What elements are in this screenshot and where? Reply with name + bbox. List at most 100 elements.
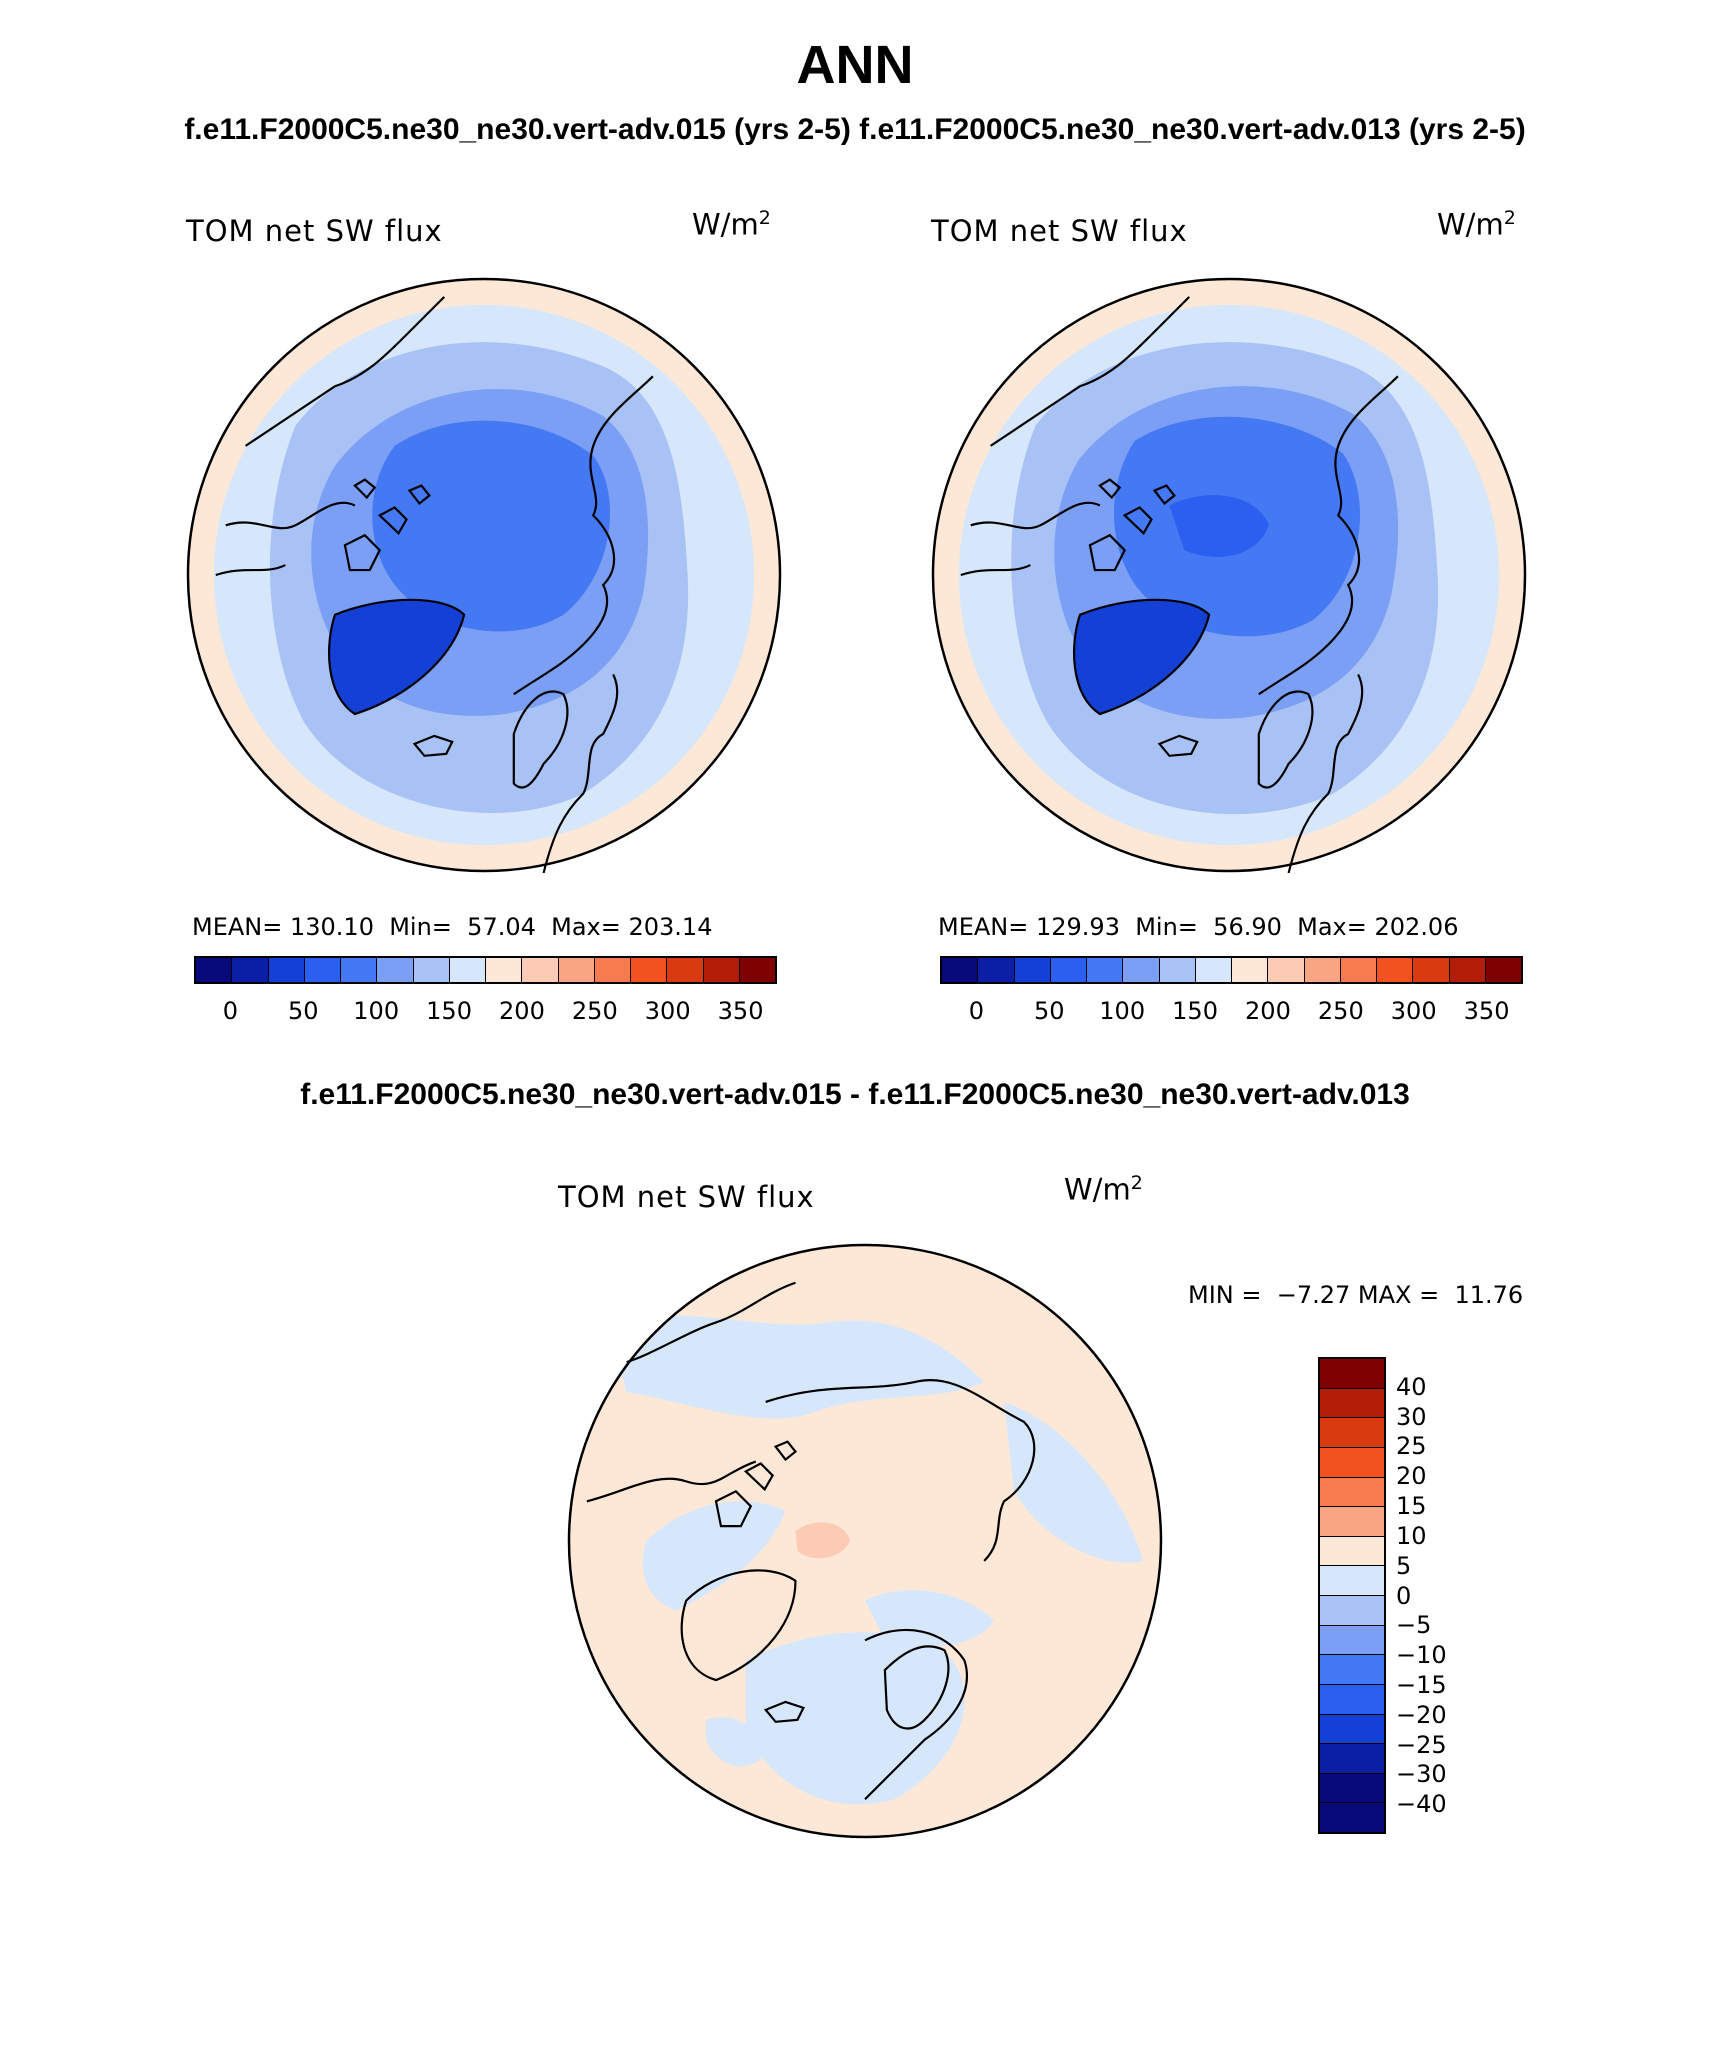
left-colorbar-tick-label: 150 [426,997,472,1025]
diff-colorbar-swatch [1320,1447,1384,1478]
left-colorbar-tick-label: 350 [717,997,764,1025]
right-arctic-islands [1088,478,1176,572]
left-arctic-islands [343,478,431,572]
diff-field-neg-d [1004,1401,1144,1563]
left-greenland [329,599,465,715]
left-colorbar-swatch [341,958,378,982]
right-panel-label: TOM net SW flux [931,214,1188,248]
right-colorbar-swatch [1195,958,1232,982]
right-colorbar-tick-label: 0 [968,997,985,1025]
left-scandinavia [512,690,569,789]
right-colorbar-swatch [1159,958,1196,982]
diff-colorbar-swatch [1320,1773,1384,1804]
right-colorbar-tick-label: 200 [1245,997,1291,1025]
left-colorbar-swatch [232,958,269,982]
left-panel-units: W/m2 [692,207,771,242]
diff-colorbar-tick-label: −25 [1396,1730,1447,1759]
right-colorbar-tick-label: 250 [1317,997,1364,1025]
diff-colorbar-tick-label: −40 [1396,1790,1447,1819]
right-polar-map [931,277,1527,873]
diff-colorbar-tick-label: −15 [1396,1670,1447,1699]
right-colorbar-tick-label: 100 [1099,997,1146,1025]
diff-colorbar-swatch [1320,1744,1384,1774]
right-eurasia-coast [1258,375,1399,873]
diff-arctic-islands [714,1440,798,1528]
diff-colorbar-swatch [1320,1625,1384,1656]
left-colorbar-tick-label: 200 [499,997,545,1025]
diff-colorbar-swatch [1320,1507,1384,1537]
right-colorbar-swatch [1014,958,1051,982]
left-america-coast [215,296,446,577]
right-colorbar-swatch [942,958,979,982]
right-colorbar-tick-label: 300 [1390,997,1437,1025]
diff-field-neg-a [606,1315,985,1419]
left-iceland [412,734,454,757]
right-colorbar-swatch [1304,958,1341,982]
right-greenland [1074,599,1210,715]
left-colorbar-swatch [558,958,595,982]
right-colorbar-swatch [1449,958,1486,982]
left-colorbar-ticks: 0 50 100 150 200 250 300 350 [194,997,777,1027]
diff-colorbar-tick-label: −10 [1396,1641,1447,1670]
right-colorbar-swatch [1268,958,1305,982]
left-colorbar-tick-label: 100 [353,997,400,1025]
right-colorbar-ticks: 0 50 100 150 200 250 300 350 [940,997,1523,1027]
diff-colorbar-tick-label: 25 [1396,1432,1427,1461]
diff-colorbar-tick-label: 30 [1396,1402,1427,1431]
left-colorbar [194,956,777,984]
diff-field-neg-b [642,1501,786,1611]
right-colorbar-swatch [1413,958,1450,982]
diff-colorbar-tick-label: 5 [1396,1551,1412,1580]
left-colorbar-tick-label: 250 [571,997,618,1025]
diff-minmax: MIN = −7.27 MAX = 11.76 [1188,1281,1524,1309]
left-polar-map [186,277,782,873]
diff-america-coast [586,1281,796,1503]
diff-colorbar-swatch [1320,1566,1384,1596]
left-field-band-0 [372,420,611,632]
diff-colorbar-tick-label: −5 [1396,1611,1432,1640]
left-colorbar-swatch [594,958,631,982]
left-colorbar-swatch [413,958,450,982]
difference-title: f.e11.F2000C5.ne30_ne30.vert-adv.015 - f… [300,1078,1410,1111]
right-colorbar-swatch [1377,958,1414,982]
right-colorbar-tick-label: 150 [1172,997,1218,1025]
left-greenland-coast [327,598,466,716]
diff-colorbar-swatch [1320,1596,1384,1626]
left-colorbar-swatch [667,958,704,982]
diff-field-pos-peak [795,1522,851,1559]
right-panel-units: W/m2 [1437,207,1516,242]
right-colorbar-swatch [1087,958,1124,982]
right-colorbar-swatch [1123,958,1160,982]
left-colorbar-swatch [304,958,341,982]
diff-colorbar [1318,1357,1386,1834]
diff-colorbar-tick-label: 15 [1396,1492,1427,1521]
diff-colorbar-swatch [1320,1655,1384,1685]
left-colorbar-tick-label: 50 [288,997,319,1025]
figure-title: ANN [796,35,914,95]
left-colorbar-swatch [631,958,668,982]
right-colorbar-swatch [1485,958,1521,982]
right-colorbar-tick-label: 350 [1463,997,1510,1025]
right-colorbar-swatch [978,958,1015,982]
left-colorbar-swatch [268,958,305,982]
case-subtitle: f.e11.F2000C5.ne30_ne30.vert-adv.015 (yr… [184,113,1526,146]
left-colorbar-swatch [449,958,486,982]
diff-scandinavia [883,1645,950,1730]
diff-colorbar-ticks: 40 30 25 20 15 10 5 0 −5 −10 −15 −20 −25 −30 −40 [1396,1357,1496,1834]
right-colorbar-tick-label: 50 [1034,997,1065,1025]
left-stats: MEAN= 130.10 Min= 57.04 Max= 203.14 [192,913,713,941]
left-colorbar-tick-label: 0 [222,997,239,1025]
left-colorbar-swatch [703,958,740,982]
right-colorbar-swatch [1050,958,1087,982]
diff-colorbar-swatch [1320,1388,1384,1419]
left-colorbar-tick-label: 300 [644,997,691,1025]
left-colorbar-swatch [377,958,414,982]
diff-colorbar-tick-label: 10 [1396,1521,1427,1550]
right-iceland [1157,734,1199,757]
left-colorbar-swatch [739,958,775,982]
diff-panel-units: W/m2 [1064,1172,1143,1207]
diff-field-neg-e [865,1590,995,1647]
right-america-coast [960,296,1191,577]
left-colorbar-swatch [522,958,559,982]
diff-colorbar-tick-label: −30 [1396,1760,1447,1789]
